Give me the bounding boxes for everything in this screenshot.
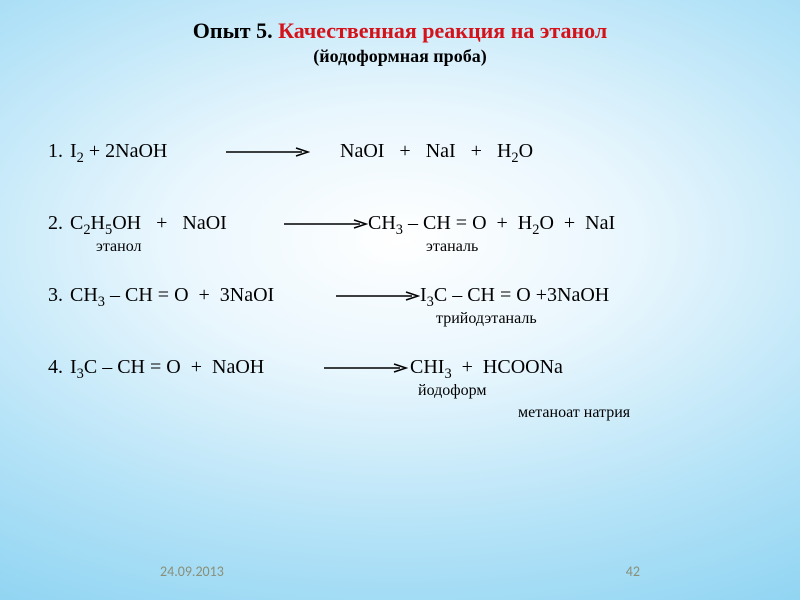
equation-annotation: трийодэтаналь — [436, 310, 537, 328]
reaction-arrow-icon — [226, 147, 310, 157]
title-highlight: Качественная реакция на этанол — [278, 18, 607, 43]
equation-annotation: этаналь — [426, 238, 478, 256]
equation-annotation: метаноат натрия — [518, 404, 630, 422]
equation-number: 1. — [48, 140, 63, 163]
equation-lhs: C2H5OH + NaOI — [70, 212, 227, 235]
slide: Опыт 5. Качественная реакция на этанол (… — [0, 0, 800, 600]
equations-block: 1. I2 + 2NaOH NaOI + NaI + H2O 2. C2H5OH + … — [48, 140, 748, 428]
equation-lhs: I3C – CH = O + NaOH — [70, 356, 264, 379]
reaction-arrow-icon — [324, 363, 408, 373]
equation-rhs: CH3 – CH = O + H2O + NaI — [368, 212, 615, 235]
equation-lhs: I2 + 2NaOH — [70, 140, 167, 163]
title-lead: Опыт 5. — [193, 18, 278, 43]
reaction-arrow-icon — [284, 219, 368, 229]
equation-number: 4. — [48, 356, 63, 379]
equation-row: 4. I3C – CH = O + NaOH CHI3 + HCOONa йодоф… — [48, 356, 748, 428]
equation-annotation: йодоформ — [418, 382, 487, 400]
equation-row: 2. C2H5OH + NaOI CH3 – CH = O + H2O + NaI… — [48, 212, 748, 284]
equation-number: 2. — [48, 212, 63, 235]
title-block: Опыт 5. Качественная реакция на этанол (… — [0, 0, 800, 67]
equation-annotation: этанол — [96, 238, 142, 256]
title-line: Опыт 5. Качественная реакция на этанол — [0, 18, 800, 44]
equation-rhs: I3C – CH = O +3NaOH — [420, 284, 609, 307]
equation-number: 3. — [48, 284, 63, 307]
footer-page: 42 — [626, 563, 640, 580]
equation-lhs: CH3 – CH = O + 3NaOI — [70, 284, 274, 307]
equation-row: 1. I2 + 2NaOH NaOI + NaI + H2O — [48, 140, 748, 212]
footer-date: 24.09.2013 — [160, 563, 224, 580]
reaction-arrow-icon — [336, 291, 420, 301]
equation-rhs: CHI3 + HCOONa — [410, 356, 563, 379]
equation-row: 3. CH3 – CH = O + 3NaOI I3C – CH = O +3Na… — [48, 284, 748, 356]
title-subtitle: (йодоформная проба) — [0, 46, 800, 67]
equation-rhs: NaOI + NaI + H2O — [340, 140, 533, 163]
